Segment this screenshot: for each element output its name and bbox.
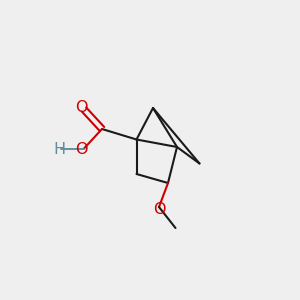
- Text: H: H: [53, 142, 65, 157]
- Text: O: O: [153, 202, 166, 217]
- Text: O: O: [75, 100, 87, 115]
- Text: O: O: [75, 142, 87, 157]
